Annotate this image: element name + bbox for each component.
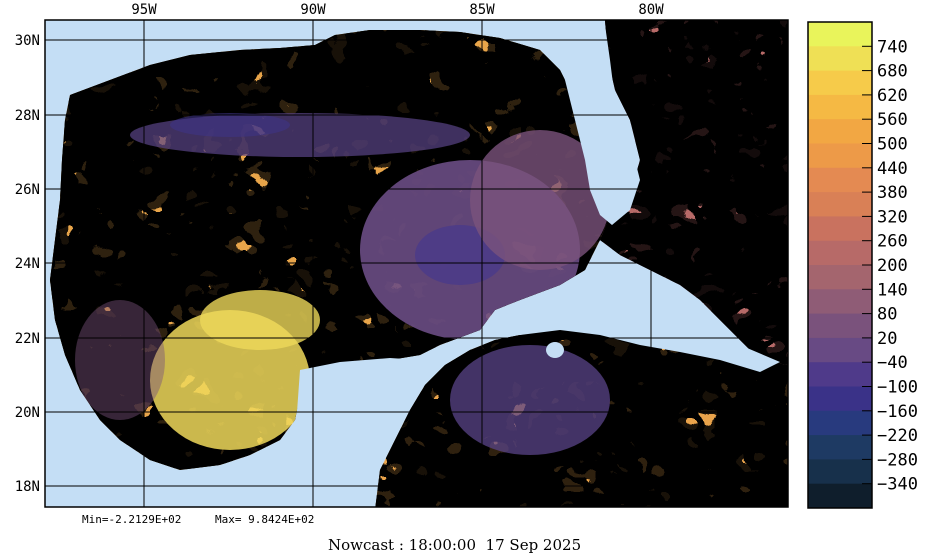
colorbar-tick-label: 560 <box>877 110 908 130</box>
colorbar-segment <box>808 22 872 47</box>
lon-label: 80W <box>638 2 664 18</box>
colorbar-segment <box>808 119 872 144</box>
colorbar-segment <box>808 94 872 120</box>
colorbar-tick-label: 500 <box>877 135 908 155</box>
lat-lon-grid <box>45 20 788 507</box>
colorbar-tick-label: 20 <box>877 329 897 349</box>
colorbar-tick-label: 320 <box>877 207 908 227</box>
colorbar-segment <box>808 143 872 169</box>
colorbar-tick-label: −220 <box>877 426 918 446</box>
colorbar-labels: 740 680 620 560 500 440 380 320 260 200 140 80 20 −40… <box>862 37 918 495</box>
colorbar-tick-label: 380 <box>877 183 908 203</box>
gulf-field <box>50 30 625 470</box>
colorbar-tick-label: 680 <box>877 62 908 82</box>
colorbar-segment <box>808 216 872 242</box>
colorbar-segment <box>808 459 872 485</box>
colorbar-tick-label: −40 <box>877 353 908 373</box>
colorbar-tick-label: 740 <box>877 37 908 57</box>
colorbar-segment <box>808 313 872 339</box>
colorbar-tick-label: 620 <box>877 86 908 106</box>
colorbar-tick-label: 80 <box>877 305 897 325</box>
cuba-landmask <box>500 312 780 372</box>
colorbar-tick-label: 440 <box>877 159 908 179</box>
colorbar-segment <box>808 192 872 217</box>
colorbar-segment <box>808 289 872 315</box>
lat-label: 24N <box>15 256 40 272</box>
colorbar-segment <box>808 435 872 460</box>
colorbar-segment <box>808 265 872 290</box>
map-frame <box>44 19 789 508</box>
lon-label: 90W <box>300 2 326 18</box>
colorbar-segment <box>808 240 872 266</box>
lon-label: 85W <box>469 2 495 18</box>
colorbar-segment <box>808 362 872 387</box>
colorbar-segment <box>808 483 872 509</box>
lat-label: 22N <box>15 331 40 347</box>
colorbar-segment <box>808 410 872 436</box>
nowcast-timestamp: Nowcast : 18:00:00 17 Sep 2025 <box>328 536 581 554</box>
island-landmask <box>546 342 564 358</box>
colorbar-tick-label: 140 <box>877 280 908 300</box>
lat-label: 26N <box>15 182 40 198</box>
colorbar-tick-label: −100 <box>877 378 918 398</box>
lat-label: 18N <box>15 479 40 495</box>
colorbar-tick-label: −160 <box>877 402 918 422</box>
colorbar-tick-label: 260 <box>877 232 908 252</box>
lat-label: 30N <box>15 33 40 49</box>
field-layer <box>50 20 788 507</box>
lat-labels: 30N 28N 26N 24N 22N 20N 18N <box>15 33 40 495</box>
lon-labels: 95W 90W 85W 80W <box>131 2 664 18</box>
colorbar-segment <box>808 337 872 363</box>
colorbar-segment <box>808 70 872 96</box>
colorbar-segment <box>808 46 872 72</box>
colorbar-segment <box>808 167 872 193</box>
yucatan-landmask <box>295 358 420 480</box>
lon-label: 95W <box>131 2 157 18</box>
colorbar-segment <box>808 386 872 412</box>
colorbar-tick-label: −340 <box>877 475 918 495</box>
max-value-text: Max= 9.8424E+02 <box>215 513 314 526</box>
colorbar-tick-label: −280 <box>877 450 918 470</box>
lat-label: 28N <box>15 108 40 124</box>
colorbar-tick-label: 200 <box>877 256 908 276</box>
colorbar <box>808 22 872 509</box>
florida-landmask <box>555 25 640 225</box>
min-value-text: Min=-2.2129E+02 <box>82 513 181 526</box>
lat-label: 20N <box>15 405 40 421</box>
